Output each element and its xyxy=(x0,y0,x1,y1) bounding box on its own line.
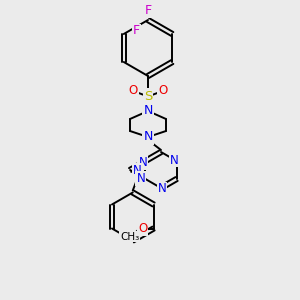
Text: O: O xyxy=(128,85,138,98)
Text: N: N xyxy=(170,154,179,166)
Text: N: N xyxy=(138,156,147,169)
Text: F: F xyxy=(144,4,152,16)
Text: S: S xyxy=(144,89,152,103)
Text: N: N xyxy=(143,104,153,118)
Text: N: N xyxy=(133,164,142,176)
Text: CH₃: CH₃ xyxy=(120,232,139,242)
Text: F: F xyxy=(133,25,140,38)
Text: N: N xyxy=(136,172,145,185)
Text: N: N xyxy=(143,130,153,143)
Text: O: O xyxy=(158,85,168,98)
Text: N: N xyxy=(158,182,166,196)
Text: O: O xyxy=(138,222,147,235)
